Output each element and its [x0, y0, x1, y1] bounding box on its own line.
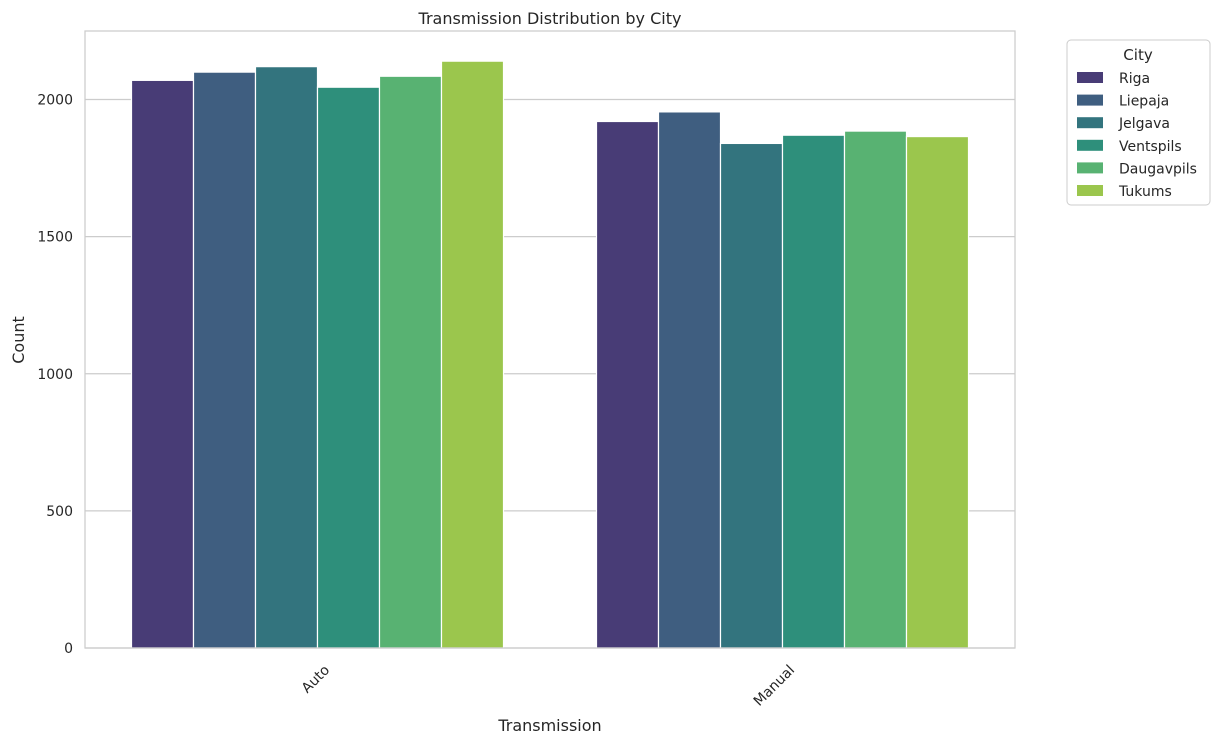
- legend-label: Riga: [1119, 71, 1150, 87]
- bar-daugavpils-manual: [843, 130, 908, 649]
- bar-liepaja-manual: [657, 111, 722, 649]
- x-tick-label: Auto: [299, 662, 333, 696]
- bar-riga-manual: [595, 120, 660, 649]
- bar-tukums-manual: [905, 135, 970, 649]
- legend-items: Riga Liepaja Jelgava Ventspils Daugavpils Tuk…: [1077, 71, 1197, 200]
- legend-label: Liepaja: [1119, 94, 1169, 110]
- legend-swatch: [1077, 117, 1103, 129]
- bar-riga-auto: [130, 79, 195, 649]
- legend-label: Daugavpils: [1119, 161, 1197, 177]
- plot-frame: [84, 30, 1016, 649]
- bar-ventspils-auto: [316, 86, 381, 649]
- legend-swatch: [1077, 162, 1103, 174]
- y-tick-label: 1000: [37, 367, 73, 383]
- legend-swatch: [1077, 139, 1103, 151]
- legend-swatch: [1077, 94, 1103, 106]
- bar-tukums-auto: [440, 60, 505, 649]
- legend: City Riga Liepaja Jelgava Ventspils Daugavpi…: [1066, 39, 1211, 206]
- bar-daugavpils-auto: [378, 75, 443, 649]
- legend-label: Ventspils: [1119, 139, 1182, 155]
- bars: [130, 60, 970, 649]
- legend-label: Jelgava: [1118, 116, 1170, 132]
- y-tick-label: 0: [64, 641, 73, 657]
- x-axis-label: Transmission: [497, 716, 601, 735]
- bar-ventspils-manual: [781, 134, 846, 649]
- bar-liepaja-auto: [192, 71, 257, 649]
- y-axis-label: Count: [9, 316, 28, 364]
- x-tick-label: Manual: [751, 662, 798, 709]
- bar-jelgava-manual: [719, 142, 784, 649]
- y-axis-ticks: 0 500 1000 1500 2000: [37, 93, 73, 657]
- legend-label: Tukums: [1118, 184, 1172, 200]
- bar-jelgava-auto: [254, 66, 319, 649]
- x-axis-ticks: Auto Manual: [299, 662, 798, 709]
- legend-swatch: [1077, 72, 1103, 83]
- legend-title: City: [1123, 46, 1153, 64]
- chart-title: Transmission Distribution by City: [418, 9, 682, 28]
- y-tick-label: 1500: [37, 230, 73, 246]
- y-tick-label: 500: [46, 504, 73, 520]
- y-tick-label: 2000: [37, 93, 73, 109]
- legend-swatch: [1077, 185, 1103, 196]
